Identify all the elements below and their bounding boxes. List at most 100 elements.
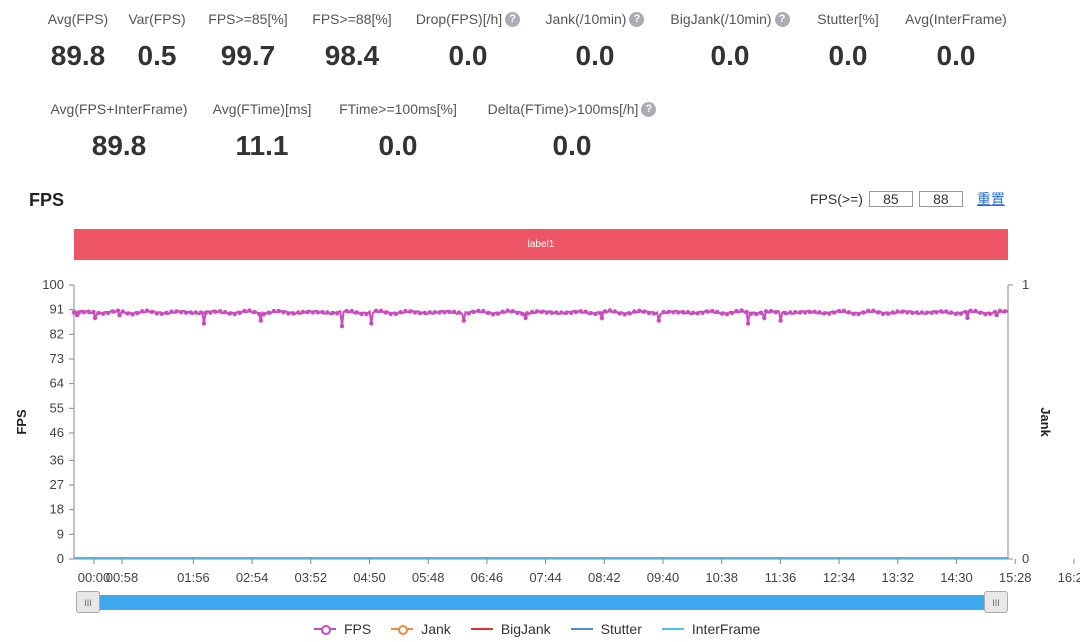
fps-data-point: [344, 309, 350, 314]
fps-data-point: [719, 311, 725, 316]
legend-item-bigjank[interactable]: BigJank: [470, 621, 551, 637]
fps-threshold-input-1[interactable]: [868, 191, 913, 207]
fps-data-point: [866, 308, 871, 313]
fps-data-point: [144, 308, 150, 313]
fps-data-point: [978, 310, 983, 315]
fps-data-point: [583, 309, 588, 314]
fps-data-point: [271, 308, 276, 314]
stat-label-text: Avg(InterFrame): [905, 11, 1007, 27]
stat-avg-fps-interframe: Avg(FPS+InterFrame) 89.8: [19, 100, 219, 162]
fps-threshold-input-2[interactable]: [918, 191, 963, 207]
legend-item-stutter[interactable]: Stutter: [570, 621, 642, 637]
fps-data-point: [174, 309, 179, 314]
y-left-tick-label: 82: [50, 326, 64, 341]
help-icon[interactable]: ?: [774, 11, 790, 27]
stat-value: 0.5: [137, 40, 177, 71]
fps-data-point: [680, 310, 686, 315]
fps-data-point: [393, 311, 398, 316]
stat-value: 0.0: [936, 40, 976, 71]
x-tick-label: 03:52: [295, 570, 328, 585]
fps-data-point: [149, 309, 155, 314]
fps-data-point: [564, 310, 569, 315]
stat-value: 0.0: [710, 40, 750, 71]
fps-data-point: [544, 310, 549, 315]
stat-jank-10min: Jank(/10min)? 0.0: [495, 10, 695, 72]
fps-data-point: [135, 310, 140, 316]
fps-data-point: [744, 309, 749, 315]
x-tick-label: 14:30: [940, 570, 973, 585]
fps-data-point: [86, 309, 91, 314]
stat-label: BigJank(/10min)?: [630, 10, 830, 28]
fps-data-point: [676, 310, 681, 315]
fps-data-point: [851, 311, 856, 317]
fps-data-point: [291, 311, 296, 316]
fps-data-point: [968, 308, 973, 313]
fps-data-point: [880, 311, 886, 316]
fps-data-point: [671, 310, 676, 315]
fps-data-point: [965, 315, 970, 321]
stat-value: 89.8: [91, 130, 147, 161]
fps-data-point: [520, 311, 525, 317]
zoom-slider-handle-right[interactable]: III: [984, 591, 1008, 613]
fps-data-point: [218, 309, 223, 314]
zoom-slider-track[interactable]: [77, 595, 1005, 610]
x-tick-label: 10:38: [705, 570, 738, 585]
fps-data-point: [763, 309, 769, 314]
reset-link[interactable]: 重置: [976, 191, 1005, 207]
stat-label-text: Avg(FPS): [47, 11, 109, 27]
y-left-tick-label: 0: [57, 551, 64, 566]
fps-data-point: [685, 310, 691, 315]
fps-data-point: [807, 309, 812, 315]
help-icon[interactable]: ?: [641, 101, 657, 117]
stat-label: Stutter[%]: [748, 10, 948, 28]
x-tick-label: 09:40: [647, 570, 680, 585]
fps-data-point: [749, 311, 754, 316]
y-left-tick-label: 27: [50, 477, 64, 492]
fps-data-point: [130, 312, 135, 317]
fps-data-point: [939, 309, 944, 314]
fps-data-point: [934, 310, 939, 315]
fps-data-point: [549, 310, 554, 315]
fps-data-point: [773, 310, 778, 315]
fps-data-point: [525, 311, 530, 316]
fps-data-point: [559, 310, 564, 315]
x-tick-label: 08:42: [588, 570, 621, 585]
fps-data-point: [486, 310, 491, 316]
help-icon[interactable]: ?: [505, 11, 521, 27]
fps-data-point: [71, 310, 77, 315]
fps-data-point: [754, 311, 759, 317]
help-icon[interactable]: ?: [629, 11, 645, 27]
fps-data-point: [398, 310, 403, 315]
stat-label-text: Stutter[%]: [817, 11, 879, 27]
stat-label-text: Avg(FPS+InterFrame): [50, 101, 188, 117]
stat-label-text: Jank(/10min): [545, 11, 627, 27]
legend-item-jank[interactable]: Jank: [391, 621, 451, 637]
stat-value: 0.0: [828, 40, 868, 71]
legend-swatch: [661, 623, 684, 635]
stat-value: 98.4: [324, 40, 380, 71]
fps-data-point: [383, 310, 389, 315]
legend-item-fps[interactable]: FPS: [314, 621, 371, 637]
fps-threshold-label: FPS(>=): [810, 191, 863, 207]
fps-data-point: [529, 309, 535, 315]
label-bar[interactable]: label1: [74, 229, 1008, 260]
fps-data-point: [92, 315, 98, 321]
fps-data-point: [588, 310, 593, 316]
fps-data-point: [117, 312, 122, 318]
legend-item-interframe[interactable]: InterFrame: [661, 621, 760, 637]
stat-bigjank-10min: BigJank(/10min)? 0.0: [630, 10, 830, 72]
fps-data-point: [578, 309, 583, 314]
x-tick-label: 16:26: [1058, 570, 1080, 585]
fps-data-point: [466, 311, 471, 316]
stat-avg-fps: Avg(FPS) 89.8: [0, 10, 178, 72]
fps-data-point: [252, 309, 257, 315]
zoom-slider-handle-left[interactable]: III: [76, 591, 100, 613]
fps-data-point: [768, 309, 773, 314]
chart-title: FPS: [29, 190, 65, 210]
fps-data-point: [987, 311, 993, 316]
fps-data-point: [539, 309, 544, 315]
stat-label-text: Avg(FTime)[ms]: [212, 101, 312, 117]
stat-label: Avg(FPS+InterFrame): [19, 100, 219, 118]
fps-data-point: [81, 310, 86, 315]
stat-label: Avg(FTime)[ms]: [162, 100, 362, 118]
